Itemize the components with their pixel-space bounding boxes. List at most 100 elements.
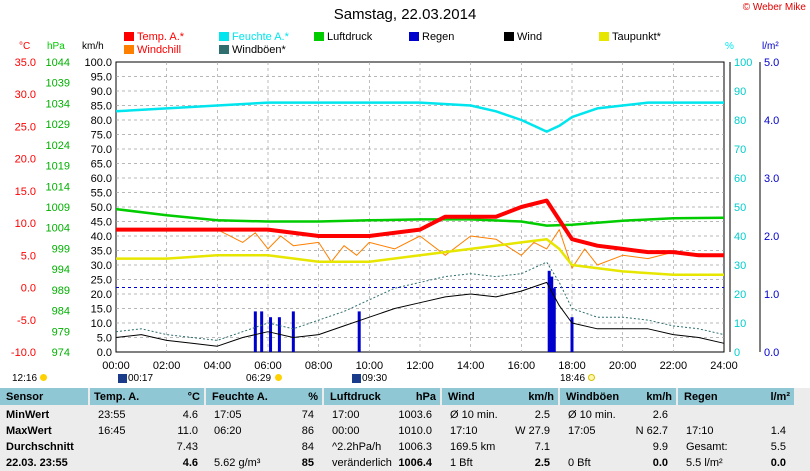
rain-bar [550, 276, 554, 352]
kmh-tick-label: 10.0 [91, 318, 112, 330]
copyright: © Weber Mike [742, 2, 806, 13]
pct-tick-label: 30 [734, 260, 746, 272]
table-cell-time: 00:00 [332, 425, 360, 437]
rain-bar [547, 270, 551, 352]
series-line-feuchte-a [115, 101, 724, 133]
pct-tick-label: 100 [734, 57, 752, 69]
rain-tick-label: 4.0 [764, 115, 779, 127]
table-cell-value: 4.6 [182, 457, 198, 469]
table-cell-value: 1006.3 [398, 441, 432, 453]
pct-tick-label: 80 [734, 115, 746, 127]
table-cell-value: 7.1 [534, 441, 550, 453]
kmh-tick-label: 70.0 [91, 144, 112, 156]
series-line-windchill [116, 229, 725, 269]
pct-tick-label: 70 [734, 144, 746, 156]
moon-icon [40, 374, 47, 381]
tick-labels: 35.0 30.0 25.0 20.0 15.0 10.0 5.0 0.0 -5.0 -10.0 1… [11, 57, 779, 372]
sunrise-arrow-icon [118, 374, 127, 383]
legend-rain: Regen [409, 31, 454, 44]
kmh-tick-label: 90.0 [91, 86, 112, 98]
pct-axis-title: % [725, 41, 734, 52]
celsius-tick-label: 0.0 [21, 283, 36, 295]
table-cell-value: 2.5 [534, 457, 550, 469]
rain-bar [253, 311, 257, 352]
kmh-tick-label: 100.0 [84, 57, 112, 69]
hpa-tick-label: 1004 [46, 223, 70, 235]
header-rain-unit: l/m² [770, 391, 790, 403]
row-label: MinWert [6, 409, 50, 421]
hpa-tick-label: 1044 [46, 57, 70, 69]
stats-table: Sensor Temp. A. °C Feuchte A. % Luftdruc… [0, 388, 810, 471]
celsius-tick-label: 5.0 [21, 250, 36, 262]
legend-gusts: Windböen* [219, 44, 286, 57]
kmh-tick-label: 55.0 [91, 188, 112, 200]
time-tick-label: 02:00 [153, 360, 181, 372]
kmh-tick-label: 85.0 [91, 101, 112, 113]
table-cell-time: Ø 10 min. [568, 409, 616, 421]
col-head-rain [678, 388, 794, 405]
time-1: 00:17 [128, 373, 154, 384]
time-tick-label: 12:00 [406, 360, 434, 372]
row-label: MaxWert [6, 425, 52, 437]
rain-bar [291, 311, 295, 352]
series-layer [115, 101, 725, 352]
hpa-tick-label: 974 [52, 347, 70, 359]
kmh-tick-label: 80.0 [91, 115, 112, 127]
table-cell-value: 0.0 [770, 457, 786, 469]
legend-wind: Wind [504, 31, 542, 44]
hpa-tick-label: 979 [52, 326, 70, 338]
series-line-windb-en [115, 261, 725, 341]
rain-tick-label: 0.0 [764, 347, 779, 359]
table-cell-time: 169.5 km [450, 441, 496, 453]
header-wind-unit: km/h [528, 391, 554, 403]
sunset-time: 18:46 [560, 373, 586, 384]
rain-bar [552, 288, 556, 352]
sun-icon [275, 374, 282, 381]
header-pressure: Luftdruck [330, 391, 381, 403]
legend-temp: Temp. A.* [124, 31, 184, 44]
table-cell-value: 1003.6 [398, 409, 432, 421]
kmh-tick-label: 45.0 [91, 217, 112, 229]
time-tick-label: 08:00 [305, 360, 333, 372]
rain-tick-label: 2.0 [764, 231, 779, 243]
time-tick-label: 24:00 [710, 360, 738, 372]
kmh-tick-label: 75.0 [91, 130, 112, 142]
moonrise-time: 12:16 [12, 373, 38, 384]
legend-dewpoint: Taupunkt* [599, 31, 661, 44]
header-temp: Temp. A. [94, 391, 140, 403]
rain-bar [269, 317, 273, 352]
pct-tick-label: 40 [734, 231, 746, 243]
kmh-tick-label: 0.0 [97, 347, 112, 359]
celsius-tick-label: 20.0 [15, 154, 36, 166]
hpa-tick-label: 1039 [46, 78, 70, 90]
pct-tick-label: 20 [734, 289, 746, 301]
kmh-tick-label: 20.0 [91, 289, 112, 301]
chart: 35.0 30.0 25.0 20.0 15.0 10.0 5.0 0.0 -5.0 -10.0 1… [11, 57, 779, 372]
hpa-tick-label: 1019 [46, 161, 70, 173]
col-head-wind [442, 388, 558, 405]
table-cell-value: 1.4 [770, 425, 786, 437]
table-cell-value: 9.9 [652, 441, 668, 453]
kmh-tick-label: 95.0 [91, 72, 112, 84]
hpa-axis-title: hPa [47, 41, 65, 52]
time-tick-label: 22:00 [660, 360, 688, 372]
sunset-icon [588, 374, 595, 381]
table-cell-value: N 62.7 [635, 425, 668, 437]
table-cell-time: 5.62 g/m³ [214, 457, 261, 469]
moonset-arrow-icon [352, 374, 361, 383]
row-label: 22.03. 23:55 [6, 457, 68, 469]
hpa-tick-label: 984 [52, 306, 70, 318]
hpa-tick-label: 989 [52, 285, 70, 297]
rain-bar [570, 317, 574, 352]
table-cell-time: veränderlich [332, 457, 392, 469]
rain-axis-title: l/m² [762, 41, 779, 52]
table-cell-value [728, 408, 786, 422]
table-cell-value: 86 [301, 425, 314, 437]
table-cell-time: 23:55 [98, 409, 126, 421]
table-cell-time: Ø 10 min. [450, 409, 498, 421]
rain-tick-label: 5.0 [764, 57, 779, 69]
header-humidity-unit: % [308, 391, 318, 403]
time-tick-label: 00:00 [102, 360, 130, 372]
kmh-tick-label: 50.0 [91, 202, 112, 214]
header-humidity: Feuchte A. [212, 391, 268, 403]
